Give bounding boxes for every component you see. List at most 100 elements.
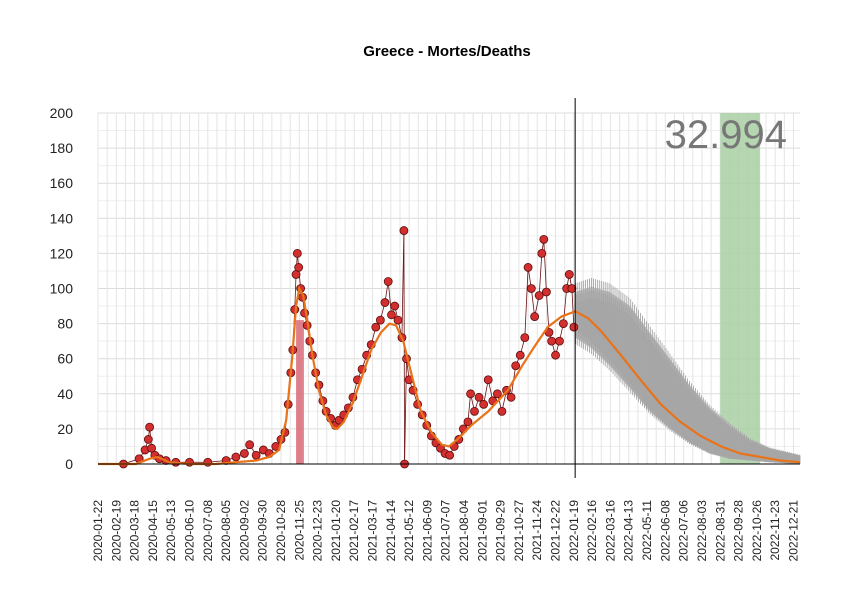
data-point [147, 443, 156, 453]
data-point [523, 263, 533, 272]
x-tick-label: 2022-12-21 [787, 500, 801, 562]
y-tick-label: 80 [57, 316, 73, 332]
data-point [511, 361, 521, 371]
x-tick-label: 2020-10-28 [274, 500, 288, 562]
x-tick-label: 2020-08-05 [219, 500, 233, 562]
trend-group [98, 285, 801, 466]
x-tick-label: 2022-07-06 [677, 500, 691, 562]
x-tick-label: 2021-05-12 [402, 500, 416, 562]
data-point [470, 406, 479, 416]
y-tick-label: 140 [50, 210, 74, 226]
y-tick-label: 120 [50, 245, 74, 261]
x-tick-label: 2021-06-09 [420, 500, 434, 562]
observed-connector [294, 274, 297, 310]
data-point [551, 350, 560, 360]
x-tick-label: 2021-04-14 [384, 500, 398, 562]
axes [98, 98, 800, 478]
x-tick-label: 2020-03-18 [128, 500, 142, 562]
data-point [569, 322, 579, 332]
grid [97, 112, 800, 465]
y-tick-label: 40 [57, 386, 73, 402]
x-tick-label: 2021-09-01 [475, 500, 489, 562]
x-tick-label: 2021-10-27 [512, 500, 526, 562]
y-tick-label: 60 [57, 351, 73, 367]
x-tick-label: 2021-02-17 [347, 500, 361, 562]
data-point [463, 417, 473, 427]
data-point [231, 452, 241, 462]
data-point [506, 392, 516, 402]
data-point [520, 333, 530, 343]
x-tick-labels: 2020-01-22 2020-02-19 2020-03-18 2020-04-15… [91, 500, 801, 562]
x-tick-label: 2022-01-19 [567, 500, 581, 562]
data-point [294, 263, 304, 272]
data-point [515, 350, 525, 360]
observed-connector [538, 253, 543, 296]
data-point [558, 319, 568, 329]
x-tick-label: 2022-03-16 [603, 500, 617, 562]
x-tick-label: 2022-09-28 [732, 500, 746, 562]
data-point [245, 440, 255, 450]
x-tick-label: 2020-06-10 [183, 500, 197, 562]
x-tick-label: 2021-03-17 [366, 500, 380, 562]
total-deaths-label: 32.994 [665, 113, 787, 157]
observed-connector [543, 239, 547, 293]
x-tick-label: 2021-01-20 [329, 500, 343, 562]
data-point [387, 310, 396, 320]
chart-title: Greece - Mortes/Deaths [363, 43, 531, 60]
y-tick-labels: 0 20 40 60 80 100 120 140 160 180 200 [50, 105, 74, 472]
data-point [539, 234, 549, 244]
data-point [466, 389, 475, 399]
x-tick-label: 2021-08-04 [457, 500, 471, 562]
observed-connector [571, 288, 575, 328]
data-point [393, 315, 403, 325]
data-point [479, 399, 489, 409]
x-tick-label: 2021-12-22 [549, 500, 563, 562]
observed-connector [404, 358, 407, 465]
data-point [292, 248, 302, 258]
x-tick-label: 2022-08-03 [695, 500, 709, 562]
y-tick-label: 100 [50, 281, 74, 297]
x-tick-label: 2021-11-24 [530, 500, 544, 561]
data-point [555, 336, 564, 346]
points-group [119, 226, 579, 469]
data-point [251, 450, 261, 460]
data-point [547, 336, 557, 346]
x-tick-label: 2022-02-16 [585, 500, 599, 562]
observed-connector [562, 288, 568, 324]
y-tick-label: 180 [50, 140, 74, 156]
data-point [526, 284, 536, 293]
x-tick-label: 2020-07-08 [201, 500, 215, 562]
y-tick-label: 160 [50, 175, 74, 191]
x-tick-label: 2021-07-07 [439, 500, 453, 562]
data-point [399, 226, 409, 235]
data-point [390, 301, 400, 311]
x-tick-label: 2022-08-31 [713, 500, 727, 562]
data-point [537, 248, 547, 258]
highlight-band [720, 113, 761, 464]
x-tick-label: 2022-04-13 [622, 500, 636, 562]
peak-bar [296, 320, 304, 464]
x-tick-label: 2020-09-02 [237, 500, 251, 562]
peak-bar-group [296, 320, 304, 464]
y-tick-label: 20 [57, 421, 73, 437]
data-point [143, 435, 153, 444]
data-point [474, 392, 484, 402]
x-tick-label: 2020-09-30 [256, 500, 270, 562]
data-point [541, 287, 551, 297]
highlight-band-group [720, 113, 761, 464]
data-point [483, 375, 493, 385]
observed-connector [387, 281, 392, 315]
data-point [445, 450, 455, 460]
data-point [240, 449, 249, 458]
forecast-group [574, 277, 801, 464]
x-tick-label: 2020-01-22 [91, 500, 105, 562]
data-point [375, 315, 385, 325]
observed-connector [467, 393, 471, 422]
observed-connector [530, 288, 536, 317]
y-tick-label: 0 [65, 456, 73, 472]
x-tick-label: 2020-04-15 [146, 500, 160, 562]
y-tick-label: 200 [50, 105, 74, 121]
data-point [371, 322, 381, 332]
